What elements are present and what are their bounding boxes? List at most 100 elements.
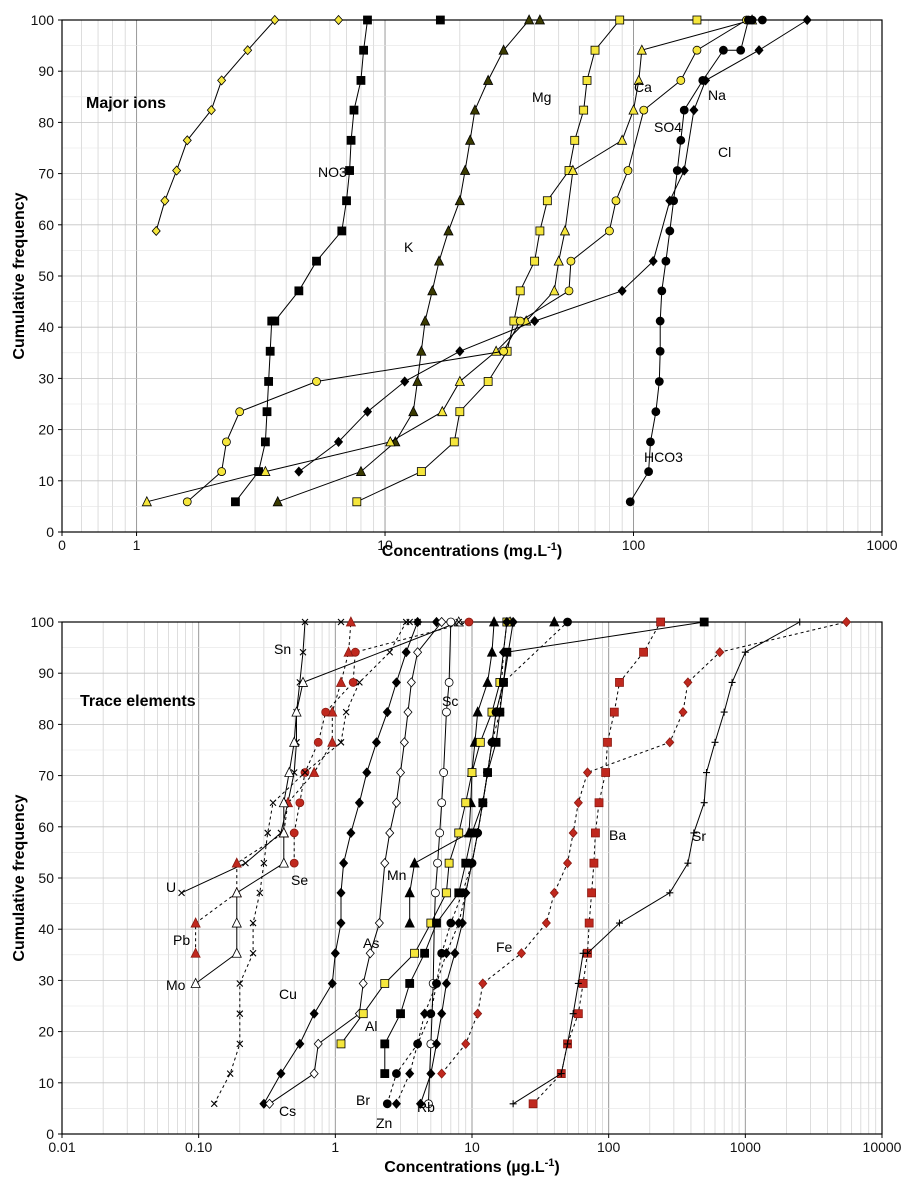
data-point — [582, 76, 592, 85]
data-point — [628, 104, 639, 115]
data-point — [427, 284, 438, 296]
data-point — [562, 858, 573, 869]
data-point — [336, 887, 346, 898]
x-tick-label: 100 — [622, 537, 646, 553]
data-point — [683, 677, 693, 688]
data-point — [639, 647, 648, 657]
data-point — [648, 256, 658, 267]
data-point — [566, 256, 576, 266]
data-point — [569, 1010, 577, 1018]
data-point — [327, 978, 337, 989]
data-point — [396, 1009, 405, 1019]
data-point — [590, 45, 600, 55]
data-point — [362, 406, 373, 417]
y-tick-label: 0 — [46, 524, 54, 540]
data-point — [455, 346, 465, 357]
data-point — [574, 979, 582, 987]
data-point — [236, 1010, 244, 1018]
y-tick-label: 20 — [38, 422, 54, 438]
data-point — [542, 196, 552, 206]
data-point — [278, 857, 289, 868]
data-point — [692, 45, 702, 55]
data-point — [400, 376, 410, 387]
x-axis-label-tail: ) — [557, 543, 562, 560]
data-point — [235, 407, 245, 417]
data-point — [406, 677, 416, 688]
data-point — [399, 737, 409, 748]
data-point — [309, 766, 320, 777]
y-tick-label: 40 — [38, 319, 54, 335]
data-point — [265, 346, 275, 356]
data-point — [473, 827, 483, 839]
data-point — [467, 768, 477, 777]
series-hco3 — [625, 15, 767, 507]
data-point — [656, 617, 666, 627]
series-label-fe: Fe — [496, 939, 513, 955]
data-point — [615, 919, 623, 927]
panel-title: Major ions — [86, 95, 166, 112]
data-point — [365, 948, 375, 959]
y-tick-label: 0 — [46, 1126, 54, 1142]
data-point — [482, 676, 493, 687]
data-point — [446, 918, 456, 928]
data-point — [278, 796, 289, 808]
x-tick-label: 10 — [464, 1139, 480, 1155]
data-point — [666, 889, 674, 897]
data-point — [217, 467, 227, 476]
data-point — [699, 617, 709, 627]
data-point — [264, 829, 272, 837]
series-cl — [294, 14, 812, 477]
data-point — [190, 947, 201, 958]
series-line — [263, 621, 437, 1105]
data-point — [567, 164, 579, 175]
data-point — [334, 436, 344, 447]
data-point — [403, 707, 413, 718]
data-point — [386, 648, 394, 656]
series-label-cs: Cs — [279, 1103, 296, 1119]
data-point — [502, 616, 512, 628]
series-line — [146, 19, 753, 503]
x-axis-label: Concentrations (µg.L-1) — [384, 1157, 559, 1176]
data-point — [591, 828, 600, 838]
data-point — [601, 768, 611, 777]
data-point — [431, 1038, 442, 1049]
series-cu — [259, 616, 442, 1109]
data-point — [616, 134, 628, 145]
series-na — [182, 15, 751, 507]
data-point — [371, 737, 382, 748]
data-point — [464, 617, 474, 627]
chart-major-ions: 0 1 10 100 1000 0 10 20 30 40 50 60 70 80 90 100 Major… — [11, 12, 898, 560]
series-fe — [437, 616, 852, 1079]
data-point — [345, 616, 357, 627]
data-point — [295, 1038, 305, 1049]
data-point — [615, 678, 624, 687]
series-line — [186, 19, 747, 503]
data-point — [380, 858, 390, 869]
y-axis-label: Cumulative frequency — [11, 794, 28, 961]
data-point — [313, 1038, 323, 1049]
data-point — [342, 196, 351, 206]
data-point — [260, 859, 268, 867]
data-point — [442, 707, 451, 717]
data-point — [416, 345, 427, 356]
y-tick-label: 30 — [38, 972, 54, 988]
data-point — [334, 14, 344, 26]
data-point — [703, 769, 711, 777]
data-point — [523, 14, 535, 25]
series-label-u: U — [166, 879, 176, 895]
data-point — [441, 978, 451, 989]
data-point — [382, 1099, 392, 1109]
data-point — [534, 14, 546, 25]
data-point — [679, 105, 689, 115]
data-point — [270, 14, 280, 26]
data-point — [431, 888, 440, 898]
data-point — [413, 647, 423, 658]
series-no3 — [151, 14, 344, 237]
data-point — [433, 858, 442, 868]
data-point — [401, 647, 411, 658]
data-point — [312, 377, 321, 386]
data-point — [450, 948, 460, 959]
series-label-ba: Ba — [609, 827, 626, 843]
data-point — [549, 887, 559, 898]
data-point — [342, 708, 350, 716]
